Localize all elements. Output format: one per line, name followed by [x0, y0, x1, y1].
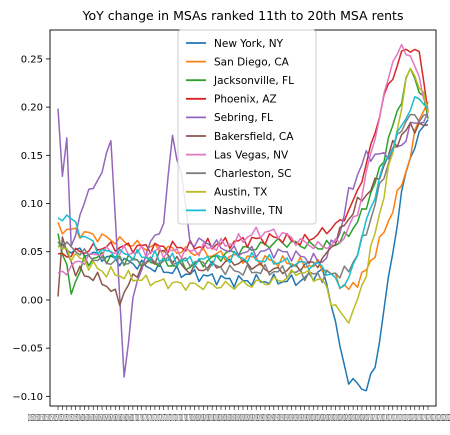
legend-label: New York, NY [214, 38, 284, 50]
series-line [57, 48, 429, 258]
legend-label: Jacksonville, FL [213, 75, 294, 87]
series-line [57, 108, 429, 378]
y-tick-label: 0.00 [21, 295, 43, 306]
series-line [57, 122, 429, 307]
x-axis: 2015201520152015201520152015201520152015… [28, 406, 450, 424]
y-tick-label: −0.10 [12, 392, 43, 403]
y-tick-label: 0.05 [21, 247, 43, 258]
series-line [57, 67, 429, 324]
y-tick-label: −0.05 [12, 344, 43, 355]
legend-label: Bakersfield, CA [214, 131, 294, 143]
legend-label: San Diego, CA [214, 56, 290, 68]
series-line [57, 101, 429, 291]
series-line [57, 67, 429, 295]
y-tick-label: 0.20 [21, 103, 43, 114]
y-tick-label: 0.15 [21, 151, 43, 162]
y-tick-label: 0.25 [21, 54, 43, 65]
legend-label: Nashville, TN [214, 205, 283, 217]
y-axis: −0.10 −0.05 0.00 0.05 0.10 0.15 0.20 0.25 [12, 54, 50, 403]
chart-title: YoY change in MSAs ranked 11th to 20th M… [82, 8, 404, 23]
y-tick-label: 0.10 [21, 199, 43, 210]
plot-area [57, 43, 429, 392]
legend-label: Sebring, FL [214, 112, 273, 124]
legend-label: Charleston, SC [214, 168, 291, 180]
series-line [57, 43, 429, 276]
legend-box [177, 29, 317, 225]
legend-label: Phoenix, AZ [214, 94, 277, 106]
legend-label: Las Vegas, NV [214, 149, 289, 161]
legend-label: Austin, TX [214, 187, 267, 199]
series-line [57, 96, 429, 289]
legend: New York, NY San Diego, CA Jacksonville, F… [177, 29, 317, 225]
series-line [57, 113, 429, 284]
x-tick-labels: 2015201520152015201520152015201520152015… [28, 413, 450, 424]
